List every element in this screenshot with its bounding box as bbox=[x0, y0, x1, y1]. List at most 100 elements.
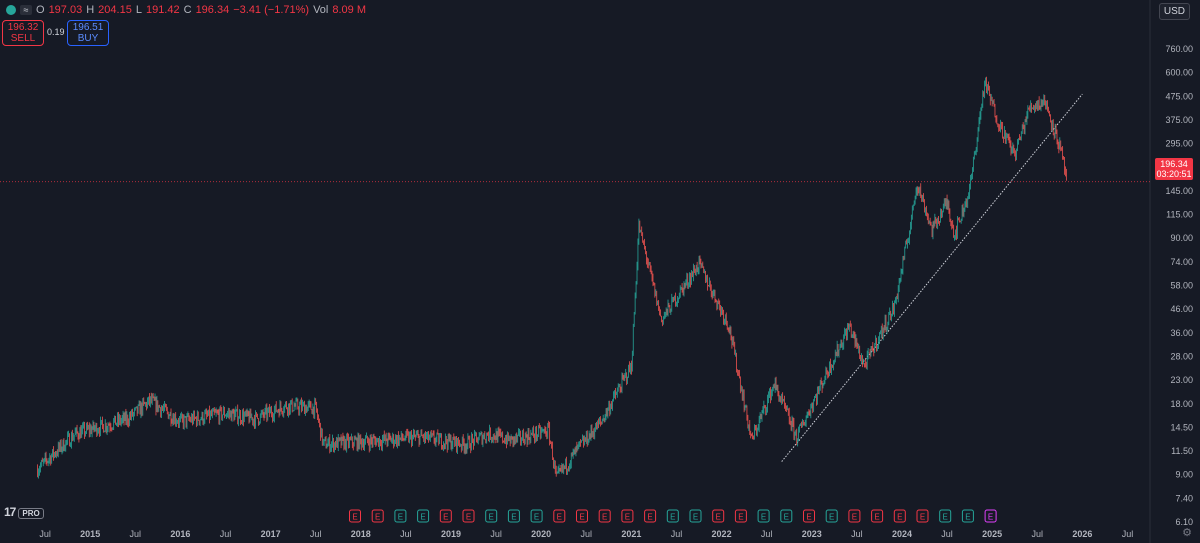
earnings-marker-label: E bbox=[874, 513, 879, 522]
x-tick-label: Jul bbox=[941, 529, 953, 539]
y-tick-label: 115.00 bbox=[1166, 210, 1193, 220]
close-value: 196.34 bbox=[195, 4, 230, 16]
earnings-marker-label: E bbox=[988, 513, 993, 522]
settings-gear-icon[interactable]: ⚙ bbox=[1182, 527, 1192, 539]
earnings-e-icon bbox=[939, 509, 952, 523]
earnings-e-icon bbox=[394, 509, 407, 523]
earnings-marker-label: E bbox=[420, 513, 425, 522]
earnings-e-icon bbox=[848, 509, 861, 523]
earnings-marker-label: E bbox=[806, 513, 811, 522]
earnings-e-icon bbox=[371, 509, 384, 523]
earnings-e-icon bbox=[893, 509, 906, 523]
bar-countdown: 03:20:51 bbox=[1156, 169, 1192, 179]
ohlc-legend: ≈ O 197.03 H 204.15 L 191.42 C 196.34 −3.41 … bbox=[6, 4, 366, 16]
x-tick-label: Jul bbox=[1122, 529, 1134, 539]
low-label: L bbox=[135, 4, 142, 16]
sell-price: 196.32 bbox=[7, 22, 39, 33]
x-tick-label: 2016 bbox=[170, 529, 190, 539]
earnings-marker-label: E bbox=[602, 513, 607, 522]
earnings-e-icon bbox=[961, 509, 974, 523]
last-price-value: 196.34 bbox=[1160, 159, 1188, 169]
market-status-icon bbox=[6, 5, 16, 15]
earnings-marker-label: E bbox=[943, 513, 948, 522]
x-tick-label: 2015 bbox=[80, 529, 100, 539]
low-value: 191.42 bbox=[145, 4, 180, 16]
x-tick-label: Jul bbox=[400, 529, 412, 539]
earnings-marker-label: E bbox=[443, 513, 448, 522]
x-tick-label: 2020 bbox=[531, 529, 551, 539]
x-tick-label: Jul bbox=[39, 529, 51, 539]
x-tick-label: 2026 bbox=[1072, 529, 1092, 539]
earnings-e-icon bbox=[507, 509, 520, 523]
earnings-e-icon bbox=[916, 509, 929, 523]
buy-label: BUY bbox=[77, 33, 99, 44]
x-tick-label: Jul bbox=[310, 529, 322, 539]
x-tick-label: Jul bbox=[1031, 529, 1043, 539]
earnings-e-icon bbox=[349, 509, 361, 523]
earnings-marker-label: E bbox=[625, 513, 630, 522]
earnings-e-icon bbox=[825, 509, 838, 523]
earnings-marker-label: E bbox=[920, 513, 925, 522]
earnings-e-icon bbox=[439, 509, 452, 523]
y-tick-label: 18.00 bbox=[1170, 399, 1193, 409]
y-tick-label: 74.00 bbox=[1170, 257, 1193, 267]
sell-button[interactable]: 196.32 SELL bbox=[2, 20, 44, 46]
y-tick-label: 14.50 bbox=[1170, 422, 1193, 432]
candles bbox=[37, 76, 1067, 479]
x-tick-label: 2021 bbox=[621, 529, 641, 539]
trend-line bbox=[781, 93, 1083, 462]
y-tick-label: 28.00 bbox=[1170, 351, 1193, 361]
x-tick-label: Jul bbox=[220, 529, 232, 539]
buy-button[interactable]: 196.51 BUY bbox=[67, 20, 109, 46]
buy-price: 196.51 bbox=[72, 22, 104, 33]
earnings-e-icon bbox=[485, 509, 498, 523]
earnings-marker-label: E bbox=[716, 513, 721, 522]
close-label: C bbox=[183, 4, 192, 16]
earnings-e-icon bbox=[576, 509, 588, 523]
open-value: 197.03 bbox=[48, 4, 83, 16]
x-tick-label: Jul bbox=[761, 529, 773, 539]
volume-value: 8.09 M bbox=[332, 4, 366, 16]
y-tick-label: 36.00 bbox=[1170, 328, 1193, 338]
earnings-marker-label: E bbox=[579, 513, 584, 522]
x-tick-label: Jul bbox=[130, 529, 142, 539]
y-tick-label: 90.00 bbox=[1170, 233, 1193, 243]
y-tick-label: 6.10 bbox=[1175, 517, 1193, 527]
earnings-marker-label: E bbox=[761, 513, 766, 522]
pro-badge: PRO bbox=[18, 508, 44, 519]
earnings-e-icon bbox=[984, 509, 997, 523]
x-tick-label: 2019 bbox=[441, 529, 461, 539]
earnings-marker-label: E bbox=[897, 513, 902, 522]
x-tick-label: 2022 bbox=[712, 529, 732, 539]
compare-icon[interactable]: ≈ bbox=[20, 5, 32, 15]
earnings-marker-label: E bbox=[534, 513, 539, 522]
y-tick-label: 375.00 bbox=[1165, 115, 1193, 125]
earnings-e-icon bbox=[803, 509, 815, 523]
x-tick-label: Jul bbox=[851, 529, 863, 539]
earnings-e-icon bbox=[871, 509, 884, 523]
earnings-e-icon bbox=[417, 509, 430, 523]
currency-selector[interactable]: USD bbox=[1158, 3, 1190, 20]
sell-label: SELL bbox=[10, 33, 36, 44]
y-tick-label: 760.00 bbox=[1165, 44, 1193, 54]
earnings-e-icon bbox=[757, 509, 770, 523]
earnings-marker-label: E bbox=[375, 513, 380, 522]
tradingview-logo[interactable]: 17 PRO bbox=[4, 505, 44, 519]
x-tick-label: Jul bbox=[671, 529, 683, 539]
earnings-marker-label: E bbox=[398, 513, 403, 522]
earnings-e-icon bbox=[621, 509, 634, 523]
earnings-marker-label: E bbox=[352, 513, 357, 522]
y-tick-label: 46.00 bbox=[1170, 304, 1193, 314]
volume-label: Vol bbox=[313, 4, 329, 16]
last-price-tag: 196.34 03:20:51 bbox=[1155, 158, 1193, 180]
x-tick-label: 2025 bbox=[982, 529, 1002, 539]
earnings-e-icon bbox=[553, 509, 566, 523]
x-tick-label: 2024 bbox=[892, 529, 912, 539]
earnings-marker-label: E bbox=[466, 513, 471, 522]
earnings-e-icon bbox=[780, 509, 793, 523]
earnings-marker-label: E bbox=[557, 513, 562, 522]
y-tick-label: 295.00 bbox=[1165, 139, 1193, 149]
earnings-e-icon bbox=[689, 509, 702, 523]
earnings-e-icon bbox=[530, 509, 543, 523]
